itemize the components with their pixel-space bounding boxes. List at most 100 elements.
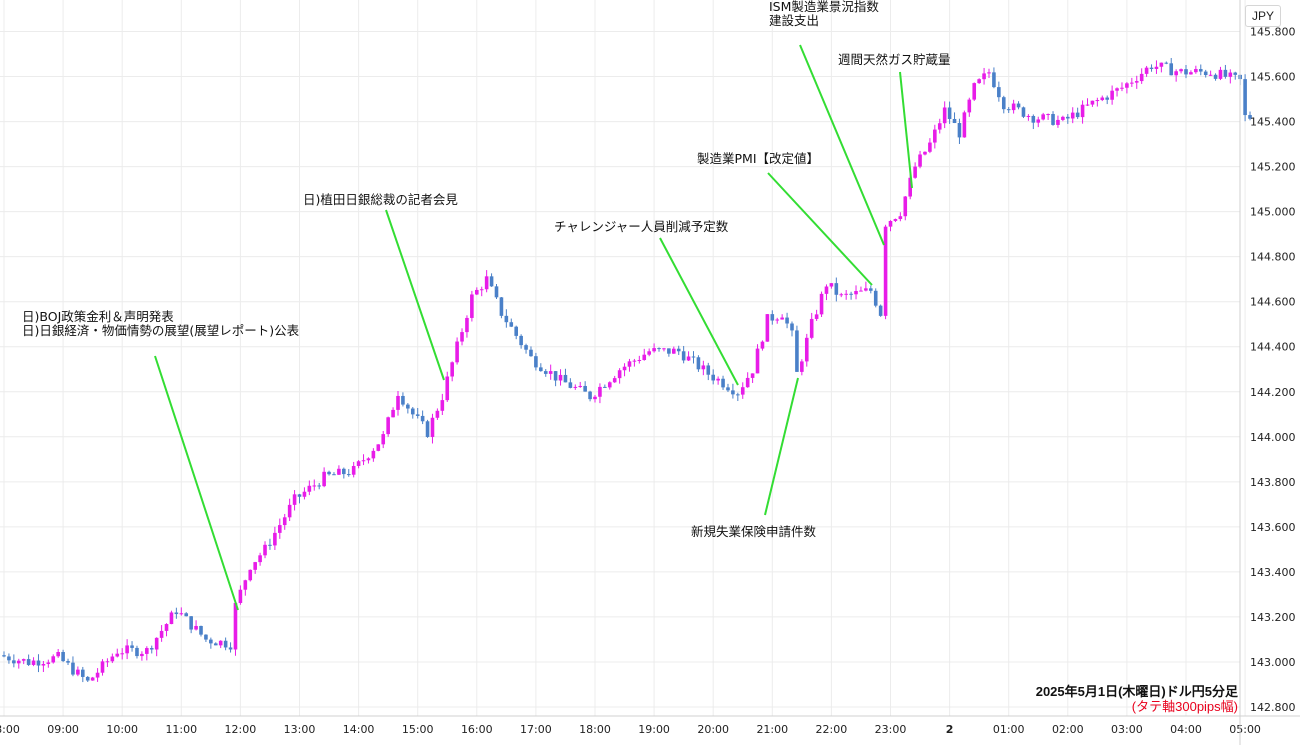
candle-body [85,676,90,681]
candle-body [218,640,223,646]
candle-body [410,408,415,415]
candle-body [154,637,159,650]
currency-label[interactable]: JPY [1245,5,1281,27]
candle-body [765,314,770,342]
candle-body [1184,69,1188,75]
candle-body [1011,103,1016,111]
candle-body [1006,109,1011,111]
candle-body [701,365,706,370]
candle-body [1194,69,1198,73]
candle-body [1218,69,1223,79]
x-tick-label: 20:00 [697,723,729,736]
candle-body [71,662,75,675]
candle-body [1130,82,1134,84]
candle-body [563,374,568,383]
candle-body [716,378,720,381]
event-label: ISM製造業景況指数 [769,0,879,14]
candle-body [263,544,267,556]
x-tick-label: 13:00 [284,723,316,736]
candle-body [548,371,553,374]
candle-body [819,293,824,315]
candle-body [243,580,248,590]
candle-body [332,474,336,476]
candle-body [1134,81,1139,83]
candle-body [253,562,257,570]
y-tick-label: 145.400 [1250,116,1296,129]
event-leader-line [659,237,739,386]
x-tick-label: 18:00 [579,723,611,736]
candle-body [297,494,302,497]
x-tick-label: 14:00 [343,723,375,736]
candle-body [1208,74,1213,76]
candle-body [1233,72,1238,75]
candle-body [1066,116,1070,119]
candle-body [366,458,371,461]
candle-body [1051,114,1055,125]
candle-body [312,485,317,487]
candle-body [361,460,366,462]
candle-body [676,348,681,352]
candle-body [957,123,962,138]
candle-body [785,317,789,324]
candles [2,57,1252,683]
candle-body [430,417,435,437]
candle-body [740,387,745,395]
candle-body [1021,107,1026,117]
grid [0,0,1246,716]
y-tick-label: 143.400 [1250,566,1296,579]
y-tick-label: 144.000 [1250,431,1296,444]
candle-body [179,613,184,615]
candle-body [95,672,100,678]
x-tick-label: 10:00 [106,723,138,736]
candle-body [736,394,740,396]
candle-body [859,290,863,292]
candle-body [898,216,903,220]
candle-body [2,655,6,657]
candle-body [450,362,454,377]
x-tick-label: 21:00 [756,723,788,736]
x-tick-label: 08:00 [0,723,20,736]
candle-body [967,99,972,113]
candle-body [1115,88,1119,91]
candle-body [869,288,873,291]
candle-body [376,444,381,451]
candle-body [1120,87,1124,89]
candle-body [415,414,420,416]
event-label: 日)植田日銀総裁の記者会見 [303,192,458,207]
candle-body [972,83,977,100]
candle-body [553,371,558,381]
candle-body [145,648,149,654]
candle-body [1125,83,1129,88]
candle-body [849,293,853,295]
candle-body [199,625,203,635]
event-label: 日)BOJ政策金利＆声明発表 [22,309,174,324]
y-tick-label: 143.000 [1250,656,1296,669]
candle-body [598,386,602,397]
candle-body [41,663,46,666]
candle-body [962,112,967,138]
candle-body [539,367,543,372]
candle-body [228,647,233,650]
candle-body [750,373,755,378]
y-tick-label: 145.800 [1250,26,1296,39]
candle-body [435,410,440,418]
candle-body [706,365,711,375]
candle-body [1046,114,1050,116]
event-label: チャレンジャー人員削減予定数 [554,219,729,234]
candle-body [662,348,666,350]
candle-body [839,294,844,296]
event-leader-line [799,44,885,246]
candle-body [780,317,784,320]
candle-body [391,409,395,418]
candle-body [322,471,326,487]
candle-body [346,474,351,476]
candle-body [1095,100,1100,102]
candle-body [120,653,124,655]
candle-body [627,361,632,367]
candle-body [189,616,193,630]
candle-body [588,391,592,400]
candle-body [66,661,70,663]
